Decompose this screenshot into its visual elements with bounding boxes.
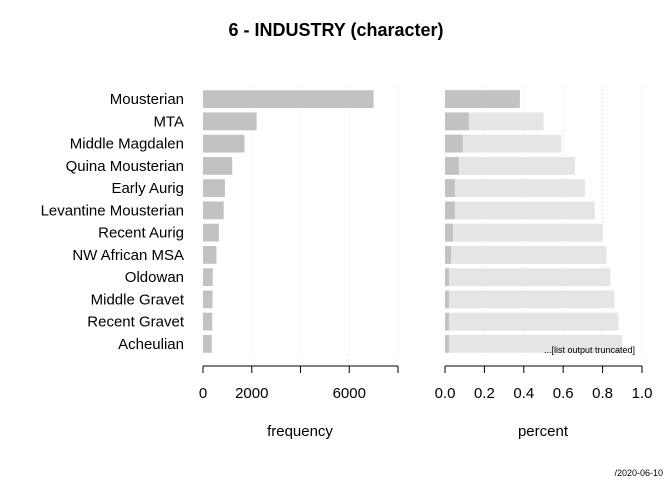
percent-bar — [445, 179, 455, 198]
category-label: Recent Gravet — [87, 314, 185, 331]
frequency-bar — [203, 245, 217, 264]
percent-bar — [445, 90, 520, 109]
frequency-tick-label: 0 — [199, 385, 207, 402]
frequency-bar — [203, 334, 212, 353]
frequency-tick-label: 6000 — [333, 385, 366, 402]
percent-cumulative-bar — [445, 290, 615, 309]
percent-bar — [445, 134, 463, 153]
percent-bar — [445, 201, 455, 220]
percent-tick-label: 0.8 — [592, 385, 613, 402]
frequency-bar — [203, 312, 213, 331]
frequency-gridlines — [251, 86, 399, 357]
percent-bar — [445, 112, 469, 131]
category-label: Middle Magdalen — [70, 136, 184, 153]
percent-cumulative-bar — [445, 334, 623, 353]
percent-cumulative-bar — [445, 134, 562, 153]
percent-bar — [445, 334, 449, 353]
category-labels: Mousterian MTA Middle Magdalen Quina Mouste… — [41, 91, 185, 353]
percent-tick-label: 0.2 — [474, 385, 495, 402]
percent-bar — [445, 156, 459, 175]
category-label: Levantine Mousterian — [41, 202, 184, 219]
category-label: MTA — [153, 113, 184, 130]
percent-bar — [445, 223, 453, 242]
percent-cumulative-bar — [445, 268, 611, 287]
frequency-bar — [203, 179, 225, 198]
frequency-bar — [203, 156, 233, 175]
frequency-bar — [203, 134, 245, 153]
frequency-bar — [203, 268, 213, 287]
percent-bar — [445, 312, 449, 331]
percent-bars — [445, 90, 520, 353]
category-label: Acheulian — [118, 336, 184, 353]
category-label: Quina Mousterian — [66, 158, 184, 175]
category-label: Mousterian — [110, 91, 184, 108]
frequency-axis: 0 2000 6000 — [199, 365, 399, 402]
percent-cumulative-bar — [445, 312, 619, 331]
frequency-bar — [203, 112, 257, 131]
category-label: Recent Aurig — [98, 225, 184, 242]
category-label: Early Aurig — [111, 180, 184, 197]
percent-cumulative-bar — [445, 156, 576, 175]
truncation-note: ...[list output truncated] — [544, 345, 635, 355]
percent-bar — [445, 290, 449, 309]
date-stamp: /2020-06-10 — [614, 468, 663, 478]
percent-axis: 0.0 0.2 0.4 0.6 0.8 1.0 — [435, 365, 653, 402]
frequency-bars — [203, 90, 374, 353]
frequency-bar — [203, 223, 219, 242]
percent-bar — [445, 268, 449, 287]
percent-cumulative-bar — [445, 112, 544, 131]
percent-cumulative-bar — [445, 223, 603, 242]
frequency-bar — [203, 90, 374, 109]
frequency-bar — [203, 201, 224, 220]
category-label: Middle Gravet — [91, 291, 185, 308]
chart-title: 6 - INDUSTRY (character) — [228, 20, 443, 40]
percent-tick-label: 0.0 — [435, 385, 456, 402]
category-label: Oldowan — [125, 269, 184, 286]
percent-cumulative-bars — [445, 90, 623, 353]
percent-bar — [445, 245, 451, 264]
percent-cumulative-bar — [445, 179, 585, 198]
frequency-tick-label: 2000 — [235, 385, 268, 402]
percent-tick-label: 0.4 — [513, 385, 534, 402]
percent-tick-label: 1.0 — [632, 385, 653, 402]
percent-axis-title: percent — [518, 423, 569, 440]
category-label: NW African MSA — [72, 247, 184, 264]
percent-cumulative-bar — [445, 245, 607, 264]
frequency-bar — [203, 290, 213, 309]
percent-cumulative-bar — [445, 201, 595, 220]
frequency-axis-title: frequency — [267, 423, 333, 440]
percent-tick-label: 0.6 — [553, 385, 574, 402]
